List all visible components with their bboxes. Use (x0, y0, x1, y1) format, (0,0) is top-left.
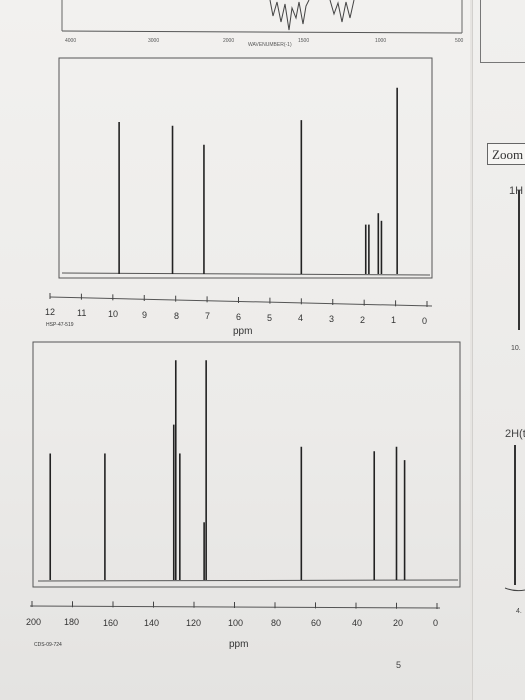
ir-axis-title: WAVENUMBER(-1) (248, 42, 292, 48)
c-tick-label-20: 20 (393, 618, 404, 628)
c-nmr-unit: ppm (229, 639, 249, 650)
h-tick-label-8: 8 (174, 311, 180, 321)
h-nmr-ticks (49, 293, 428, 307)
c-tick-label-40: 40 (352, 618, 363, 628)
adjacent-page (472, 0, 525, 700)
side-label-4: 4. (516, 608, 522, 615)
h-tick-label-12: 12 (45, 307, 56, 317)
c-tick-label-140: 140 (144, 618, 160, 628)
page-number: 5 (396, 660, 402, 670)
h-nmr-x-axis (49, 296, 433, 307)
c-tick-label-80: 80 (271, 618, 282, 628)
side-label-2h: 2H(t (505, 428, 525, 440)
ir-label-4000: 4000 (65, 38, 77, 44)
ir-label-1000: 1000 (375, 38, 387, 44)
spectra-page (0, 0, 470, 700)
c-tick-label-100: 100 (228, 618, 244, 628)
h-nmr-unit: ppm (233, 326, 253, 337)
ir-absorption-trace-2 (329, 0, 355, 23)
side-label-1h: 1H (509, 185, 524, 197)
h-tick-label-2: 2 (360, 315, 366, 325)
ir-label-500: 500 (455, 38, 464, 44)
side-peak-curve (504, 587, 525, 592)
c-tick-label-0: 0 (433, 618, 439, 628)
c-nmr-peaks (49, 360, 406, 580)
adjacent-page-box (480, 0, 525, 63)
c-nmr-plot-frame (32, 341, 461, 588)
h-tick-label-0: 0 (422, 316, 428, 326)
h-nmr-peaks (118, 87, 398, 274)
h-tick-label-4: 4 (298, 313, 304, 323)
h-nmr-baseline (61, 272, 431, 276)
h-tick-label-10: 10 (108, 309, 119, 319)
ir-axis-line (61, 30, 463, 34)
c-nmr-sample-code: CDS-09-724 (34, 642, 62, 648)
h-tick-label-3: 3 (329, 314, 335, 324)
h-tick-label-7: 7 (205, 311, 211, 321)
h-tick-label-1: 1 (391, 315, 397, 325)
h-nmr-sample-code: HSP-47-519 (46, 322, 74, 328)
ir-spectrum-strip (61, 0, 463, 34)
c-tick-label-60: 60 (311, 618, 322, 628)
c-tick-label-120: 120 (186, 618, 202, 628)
h-nmr-plot-frame (58, 57, 433, 279)
zoom-button[interactable]: Zoom (487, 143, 525, 165)
ir-label-1500: 1500 (298, 38, 310, 44)
h-tick-label-6: 6 (236, 312, 242, 322)
h-tick-label-9: 9 (142, 310, 148, 320)
c-tick-label-160: 160 (103, 618, 119, 628)
c-nmr-baseline (37, 579, 459, 582)
ir-absorption-trace (269, 0, 310, 31)
c-nmr-ticks (31, 601, 438, 609)
h-tick-label-11: 11 (77, 308, 87, 318)
ir-label-2000: 2000 (223, 38, 235, 44)
ir-label-3000: 3000 (148, 38, 160, 44)
side-label-10: 10. (511, 345, 521, 352)
h-tick-label-5: 5 (267, 313, 273, 323)
c-tick-label-200: 200 (26, 617, 42, 627)
c-tick-label-180: 180 (64, 617, 80, 627)
